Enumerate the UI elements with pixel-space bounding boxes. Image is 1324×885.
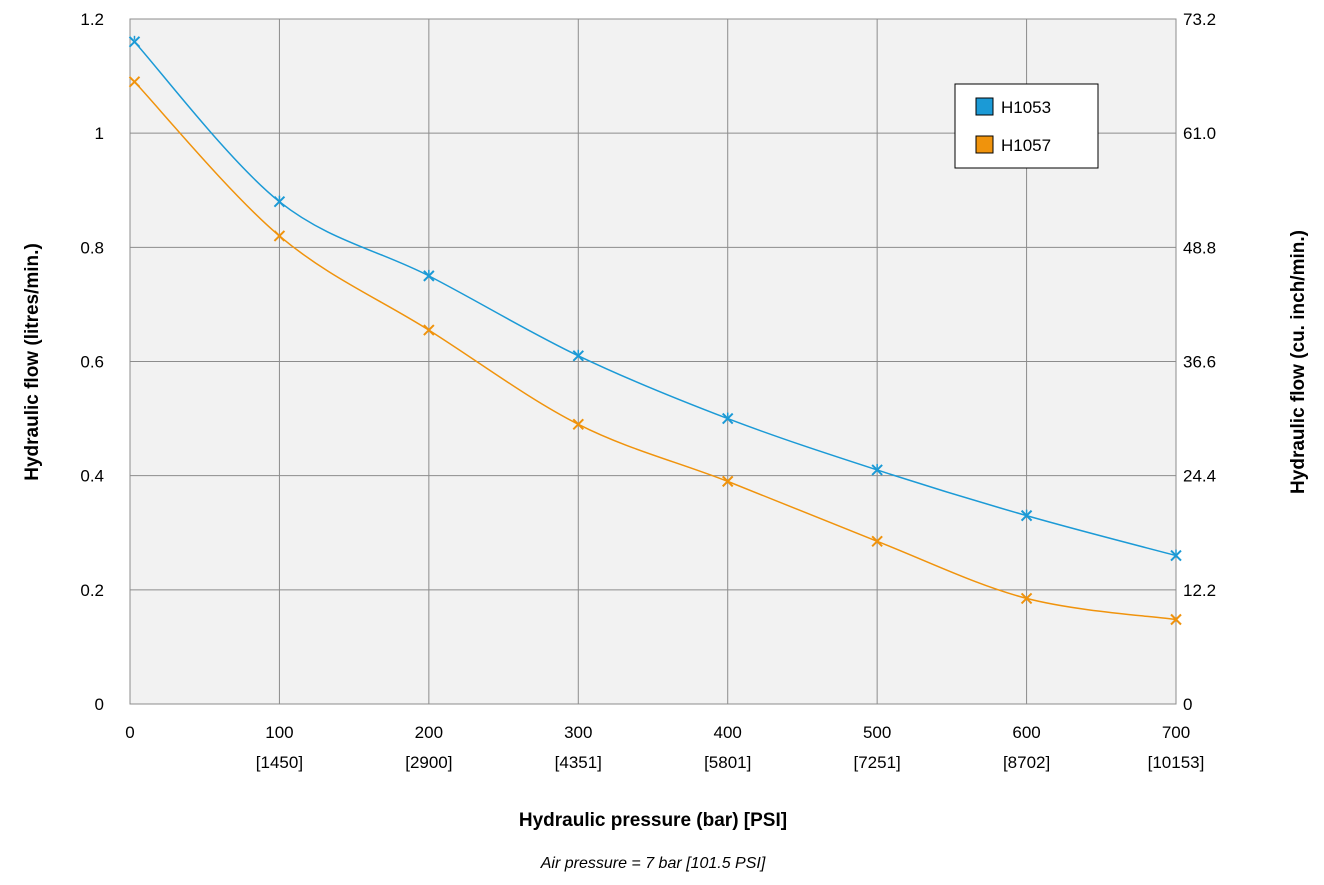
legend-label-h1053: H1053 (1001, 98, 1051, 117)
data-point-h1057 (572, 418, 584, 430)
data-point-h1053 (572, 349, 584, 362)
x-tick-label-psi: [2900] (405, 753, 452, 772)
x-axis-title: Hydraulic pressure (bar) [PSI] (519, 810, 787, 831)
data-point-h1057 (1020, 592, 1033, 605)
x-tick-label: 100 (265, 723, 293, 742)
data-point-h1053 (1170, 549, 1182, 562)
tick-labels: 0 100[1450]200[2900]300[4351]400[5801]500… (80, 10, 1216, 772)
y2-axis-title: Hydraulic flow (cu. inch/min.) (1288, 230, 1309, 494)
data-point-h1053 (871, 463, 883, 476)
y-tick-label: 0.8 (80, 238, 104, 257)
y2-tick-label: 12.2 (1183, 581, 1216, 600)
x-tick-label-psi: [7251] (854, 753, 901, 772)
x-tick-label: 600 (1012, 723, 1040, 742)
y2-tick-label: 24.4 (1183, 467, 1216, 486)
y-tick-label: 0 (95, 695, 104, 714)
data-point-h1057 (273, 230, 286, 242)
data-point-h1053 (722, 412, 734, 425)
x-tick-label-psi: [5801] (704, 753, 751, 772)
data-point-h1053 (273, 195, 286, 208)
y-axis-title: Hydraulic flow (litres/min.) (22, 243, 43, 481)
data-point-h1057 (423, 324, 435, 336)
x-tick-label-psi: [8702] (1003, 753, 1050, 772)
data-point-h1057 (722, 475, 734, 488)
air-pressure-note: Air pressure = 7 bar [101.5 PSI] (540, 855, 766, 872)
y2-tick-label: 48.8 (1183, 238, 1216, 257)
x-tick-label: 500 (863, 723, 891, 742)
legend-label-h1057: H1057 (1001, 136, 1051, 155)
series-layer (128, 35, 1182, 626)
x-tick-label: 400 (714, 723, 742, 742)
x-tick-label-psi: [1450] (256, 753, 303, 772)
data-point-h1053 (128, 35, 141, 48)
grid (130, 19, 1176, 704)
legend-box (954, 83, 1099, 169)
data-point-h1057 (871, 535, 883, 548)
y2-tick-label: 61.0 (1183, 124, 1216, 143)
y2-tick-label: 0 (1183, 695, 1192, 714)
data-point-h1053 (1020, 509, 1033, 522)
data-point-h1057 (1170, 613, 1182, 626)
x-tick-label-psi: [10153] (1148, 753, 1205, 772)
x-tick-label: 0 (125, 723, 134, 742)
y-tick-label: 0.6 (80, 353, 104, 372)
x-tick-label: 200 (415, 723, 443, 742)
y-tick-label: 1.2 (80, 10, 104, 29)
y2-tick-label: 36.6 (1183, 353, 1216, 372)
data-point-h1057 (128, 76, 141, 88)
x-tick-label: 700 (1162, 723, 1190, 742)
x-tick-label: 300 (564, 723, 592, 742)
data-point-h1053 (423, 269, 435, 282)
legend: H1053 H1057 (954, 83, 1099, 169)
legend-swatch-h1057 (975, 135, 994, 154)
x-tick-label-psi: [4351] (555, 753, 602, 772)
y-tick-label: 0.2 (80, 581, 104, 600)
y-tick-label: 0.4 (80, 467, 104, 486)
y2-tick-label: 73.2 (1183, 10, 1216, 29)
y-tick-label: 1 (95, 124, 104, 143)
legend-swatch-h1053 (975, 97, 994, 116)
